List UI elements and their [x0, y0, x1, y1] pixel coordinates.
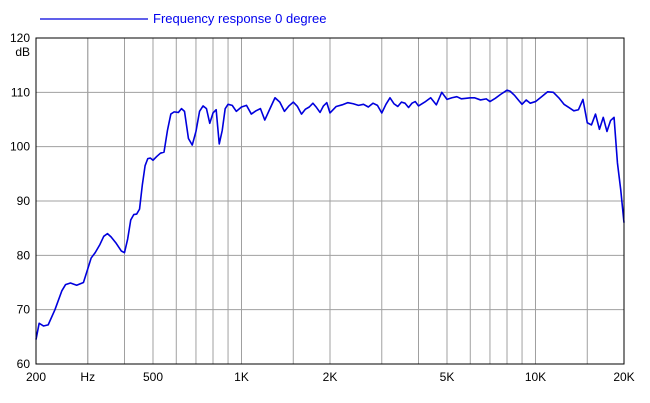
series-line	[35, 89, 625, 340]
x-tick-label: 10K	[525, 370, 546, 384]
y-tick-label: 60	[17, 357, 31, 371]
grid-lines	[36, 38, 624, 364]
y-tick-label: 110	[11, 85, 30, 99]
y-tick-label: 80	[17, 248, 31, 262]
x-tick-label: 1K	[234, 370, 249, 384]
y-tick-label: 90	[17, 194, 31, 208]
x-tick-label: 5K	[440, 370, 455, 384]
plot-frame	[35, 37, 625, 365]
x-tick-label: 2K	[323, 370, 338, 384]
x-tick-label: 500	[143, 370, 163, 384]
series-layer	[35, 89, 625, 340]
y-tick-label: 70	[17, 303, 31, 317]
x-tick-label: 20K	[613, 370, 634, 384]
legend: Frequency response 0 degree	[40, 11, 326, 26]
x-tick-label: Hz	[80, 370, 95, 384]
y-tick-label: 120	[10, 31, 30, 45]
y-axis-unit-label: dB	[15, 45, 30, 59]
x-tick-label: 200	[26, 370, 46, 384]
legend-label: Frequency response 0 degree	[153, 11, 326, 26]
y-tick-label: 100	[10, 140, 30, 154]
